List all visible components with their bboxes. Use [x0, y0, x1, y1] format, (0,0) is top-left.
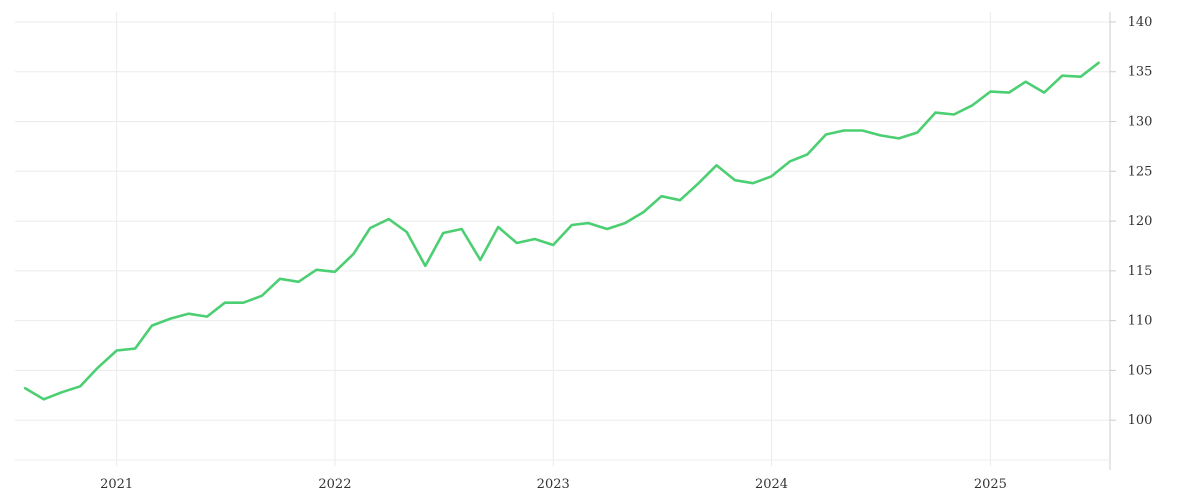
x-tick-label: 2023	[537, 477, 570, 492]
horizontal-gridlines	[15, 21, 1110, 421]
y-tick-label: 110	[1128, 314, 1153, 329]
y-tick-label: 115	[1128, 264, 1153, 279]
y-tick-label: 105	[1128, 363, 1153, 378]
x-tick-label: 2024	[755, 477, 788, 492]
y-tick-label: 140	[1128, 15, 1153, 30]
series-group	[23, 61, 1100, 401]
y-axis-ticks: 100 105 110 115 120 125 130 135 140	[1110, 15, 1152, 428]
x-tick-label: 2021	[100, 477, 133, 492]
y-tick-label: 120	[1128, 214, 1153, 229]
x-tick-label: 2022	[318, 477, 351, 492]
y-tick-label: 100	[1128, 413, 1153, 428]
series-line	[23, 61, 1100, 401]
y-tick-label: 130	[1128, 115, 1153, 130]
x-tick-label: 2025	[974, 477, 1007, 492]
vertical-gridlines	[116, 12, 991, 466]
x-axis-ticks: 2021 2022 2023 2024 2025	[100, 477, 1007, 492]
y-tick-label: 135	[1128, 65, 1153, 80]
y-tick-label: 125	[1128, 164, 1153, 179]
